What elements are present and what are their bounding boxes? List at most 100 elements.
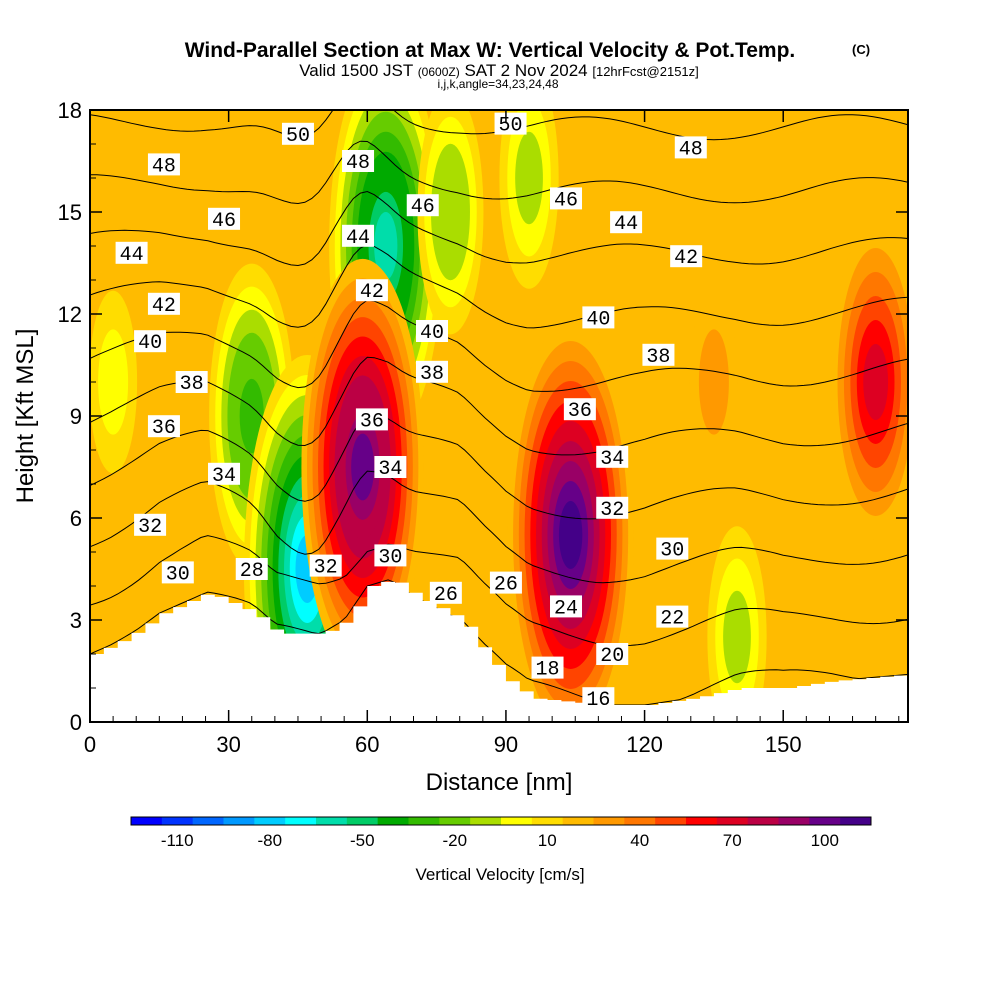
contour-label: 38	[415, 360, 448, 386]
contour-label-box	[134, 513, 167, 536]
colorbar-swatch	[501, 817, 533, 825]
contour-label: 42	[355, 279, 388, 304]
contour-label-text: 30	[166, 563, 190, 586]
contour-label: 16	[582, 687, 615, 712]
contour-label: 34	[208, 462, 241, 488]
colorbar-swatch	[346, 817, 379, 825]
contour-label-text: 32	[600, 499, 624, 522]
contour-label: 32	[134, 513, 167, 539]
isentrope-line	[90, 470, 908, 584]
w-level	[437, 170, 464, 254]
isentrope-line	[90, 356, 908, 456]
isentrope-line	[90, 243, 908, 329]
colorbar-swatch	[192, 817, 224, 825]
colorbar-swatch	[439, 817, 471, 825]
contour-label-box	[406, 194, 439, 217]
contour-label-text: 32	[314, 557, 338, 580]
contour-label-text: 48	[346, 152, 370, 175]
colorbar-tick-label: -50	[350, 831, 375, 850]
contour-label-text: 40	[138, 332, 162, 355]
contour-label-text: 26	[434, 584, 458, 607]
contour-label-text: 38	[180, 373, 204, 396]
w-level	[351, 433, 375, 501]
contour-label: 42	[670, 245, 703, 270]
x-tick-label: 120	[626, 732, 663, 757]
contour-label-box	[610, 211, 643, 234]
contour-label-text: 50	[499, 115, 523, 138]
y-tick-label: 15	[58, 200, 82, 225]
colorbar-swatch	[254, 817, 286, 825]
contour-label-text: 22	[660, 608, 684, 631]
colorbar-swatch	[624, 817, 656, 825]
contour-label-box	[161, 561, 194, 584]
colorbar-swatch	[408, 817, 440, 825]
contour-label: 18	[531, 656, 564, 682]
contour-label: 44	[342, 224, 375, 250]
y-tick-label: 0	[70, 710, 82, 735]
contour-label-text: 34	[212, 465, 236, 488]
contour-label-box	[374, 456, 407, 478]
contour-label: 32	[596, 496, 629, 522]
colorbar: -110 -80 -50 -20 10 40 70 100	[130, 816, 872, 850]
contour-label-text: 44	[346, 227, 370, 250]
w-level	[515, 131, 543, 225]
contour-label-box	[415, 320, 448, 342]
colorbar-swatch	[747, 817, 779, 825]
contour-label-box	[235, 558, 268, 580]
y-tick-label: 6	[70, 506, 82, 531]
contour-label-box	[175, 371, 208, 393]
contour-label-box	[550, 187, 583, 210]
contour-label-text: 26	[494, 574, 518, 597]
colorbar-swatch	[531, 817, 564, 825]
colorbar-swatch	[809, 817, 841, 825]
theta-contours	[90, 110, 908, 706]
contour-label-box	[596, 643, 629, 665]
colorbar-swatch	[285, 817, 317, 825]
contour-label-text: 24	[554, 597, 578, 620]
colorbar-swatch	[161, 817, 194, 825]
colorbar-tick-label: 40	[630, 831, 649, 850]
contour-label-text: 46	[554, 189, 578, 212]
colorbar-tick-label: -80	[257, 831, 282, 850]
isentrope-line	[90, 299, 908, 392]
contour-label-box	[415, 360, 448, 383]
subtitle-indices: i,j,k,angle=34,23,24,48	[437, 77, 558, 91]
colorbar-swatch	[131, 817, 163, 825]
contour-label-box	[674, 136, 707, 159]
contour-label-text: 20	[600, 645, 624, 668]
contour-label-box	[582, 687, 615, 710]
contour-label-box	[596, 496, 629, 519]
contour-label-box	[642, 343, 675, 366]
x-tick-label: 0	[84, 732, 96, 757]
contour-label: 30	[374, 544, 407, 569]
contour-label: 30	[656, 537, 689, 563]
x-tick-label: 150	[765, 732, 802, 757]
w-feature	[499, 110, 559, 289]
isentrope-line	[90, 579, 908, 706]
contour-label-box	[342, 150, 375, 172]
colorbar-tick-label: 100	[811, 831, 839, 850]
w-level	[374, 211, 398, 281]
w-level	[239, 378, 264, 454]
contour-label-text: 50	[286, 125, 310, 148]
contour-label-text: 44	[120, 244, 144, 267]
contour-label-text: 16	[586, 689, 610, 712]
colorbar-tick-label: -110	[161, 831, 194, 850]
y-axis-label: Height [Kft MSL]	[12, 329, 39, 504]
isentrope-line	[90, 190, 908, 267]
contour-label-box	[281, 122, 314, 145]
colorbar-frame	[130, 816, 872, 826]
colorbar-swatch	[840, 817, 872, 825]
w-level	[558, 501, 583, 569]
title-mark: (C)	[852, 42, 870, 57]
contour-label: 48	[342, 150, 375, 175]
contour-label: 46	[406, 194, 439, 219]
contour-label-box	[563, 398, 596, 421]
contour-label-text: 36	[152, 417, 176, 440]
contour-label: 36	[147, 415, 180, 440]
y-tick-label: 12	[58, 302, 82, 327]
contour-label-box	[115, 241, 148, 264]
contour-label-text: 42	[360, 281, 384, 304]
w-feature	[507, 321, 634, 722]
